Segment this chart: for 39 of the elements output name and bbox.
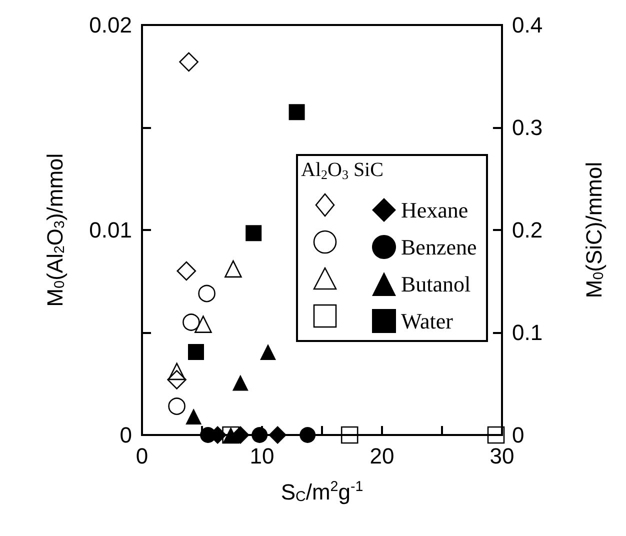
point — [182, 314, 200, 331]
x-tick-label: 0 — [136, 444, 148, 468]
point — [168, 398, 186, 415]
x-tick-label: 20 — [370, 444, 394, 468]
y2-tick-label: 0.3 — [512, 115, 543, 140]
point — [487, 426, 505, 444]
legend-label: Benzene — [401, 234, 477, 260]
point — [176, 261, 196, 281]
point — [340, 426, 358, 444]
point — [188, 344, 204, 360]
y2-axis-title: M0(SiC)/mmol — [581, 162, 607, 298]
x-tick-label: 30 — [490, 444, 514, 468]
legend-label: Hexane — [401, 198, 468, 222]
x-tick-label: 10 — [250, 444, 274, 468]
point — [167, 370, 186, 390]
y-axis-title: M0(Al2O3)/mmol — [42, 153, 68, 307]
point — [260, 344, 276, 360]
legend-label: Butanol — [401, 272, 471, 296]
point — [288, 104, 305, 120]
y2-tick-label: 0.1 — [512, 320, 543, 345]
y2-tick-label: 0.4 — [512, 12, 543, 38]
y-tick-label: 0.02 — [89, 12, 132, 38]
y-tick-label: 0.01 — [89, 218, 132, 242]
y2-tick-label: 0.2 — [512, 218, 543, 242]
point — [194, 316, 212, 333]
point — [246, 225, 262, 242]
point — [268, 426, 287, 444]
y2-tick-label: 0 — [512, 422, 524, 448]
y-tick-label: 0 — [120, 422, 132, 448]
point — [198, 284, 216, 302]
point — [300, 427, 316, 443]
point — [186, 408, 202, 425]
point — [232, 374, 248, 391]
point — [179, 52, 198, 72]
point — [252, 427, 268, 443]
point — [168, 362, 186, 380]
point — [200, 427, 216, 443]
point — [224, 260, 242, 278]
legend-label: Water — [401, 308, 454, 334]
